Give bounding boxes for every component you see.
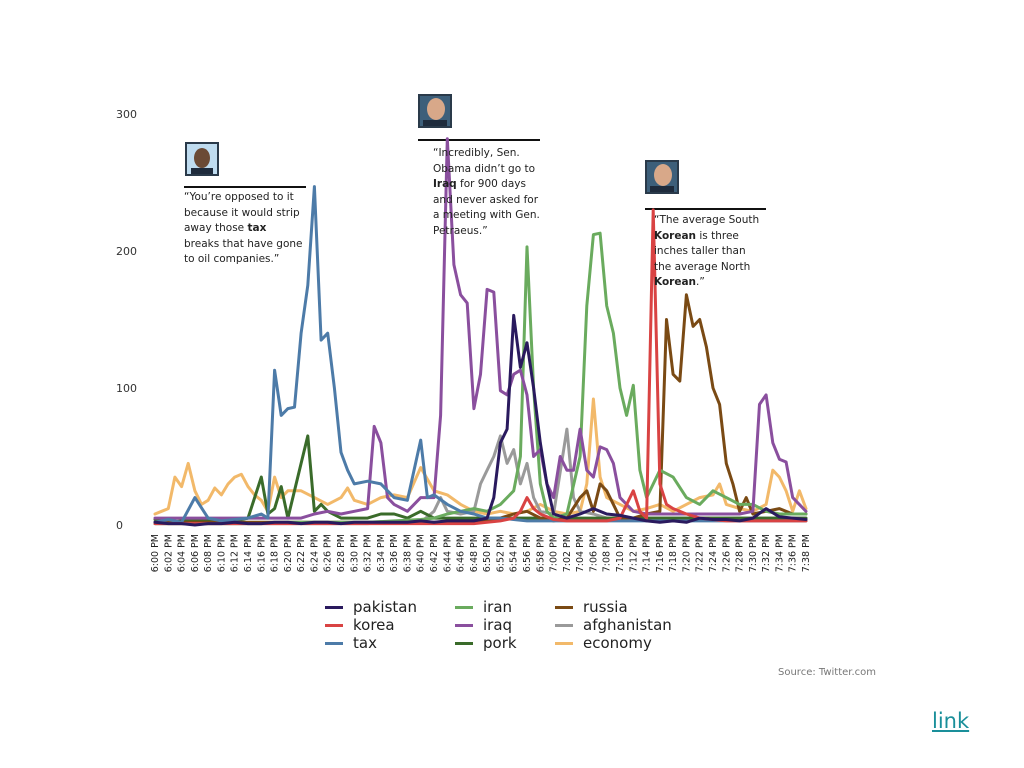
legend-label: tax [353,634,377,652]
x-tick-label: 6:06 PM [190,534,201,572]
legend-swatch [325,605,343,609]
x-tick-label: 6:24 PM [309,534,320,572]
legend-item-afghanistan: afghanistan [555,616,672,634]
x-tick-label: 7:24 PM [708,534,719,572]
x-tick-label: 6:12 PM [230,534,241,572]
link[interactable]: link [932,709,970,733]
x-tick-label: 7:30 PM [748,534,759,572]
x-tick-label: 6:36 PM [389,534,400,572]
x-tick-label: 6:04 PM [177,534,188,572]
legend-label: iran [483,598,513,616]
x-tick-label: 7:08 PM [602,534,613,572]
source-label: Source: Twitter.com [778,667,877,678]
series-line-economy [153,397,808,516]
x-tick-label: 6:00 PM [150,534,161,572]
legend-item-pork: pork [455,634,517,652]
x-tick-label: 6:34 PM [376,534,387,572]
obama-portrait [185,142,219,176]
legend-item-russia: russia [555,598,628,616]
x-tick-label: 7:28 PM [735,534,746,572]
legend-label: korea [353,616,395,634]
x-tick-label: 6:56 PM [522,534,533,572]
legend-label: russia [583,598,628,616]
series-line-pakistan [153,313,808,527]
x-tick-label: 6:08 PM [203,534,214,572]
x-tick-label: 7:36 PM [788,534,799,572]
legend-swatch [455,641,473,645]
x-tick-label: 6:44 PM [442,534,453,572]
x-tick-label: 6:50 PM [482,534,493,572]
y-tick-label: 300 [116,108,137,121]
legend-item-iraq: iraq [455,616,512,634]
x-tick-label: 7:18 PM [668,534,679,572]
x-tick-label: 7:26 PM [721,534,732,572]
legend-label: pork [483,634,517,652]
x-tick-label: 6:46 PM [456,534,467,572]
x-tick-label: 7:34 PM [774,534,785,572]
legend-label: economy [583,634,652,652]
legend-swatch [555,641,573,645]
mccain-portrait-1 [418,94,452,128]
legend-swatch [455,623,473,627]
annotation-iraq: “Incredibly, Sen. Obama didn’t go to Ira… [433,147,540,237]
legend-item-korea: korea [325,616,395,634]
x-tick-label: 7:38 PM [801,534,812,572]
legend-swatch [555,623,573,627]
x-tick-label: 6:52 PM [495,534,506,572]
mccain-face-image [647,162,677,192]
x-tick-label: 7:00 PM [549,534,560,572]
legend-item-iran: iran [455,598,512,616]
x-tick-label: 7:06 PM [588,534,599,572]
x-tick-label: 6:30 PM [349,534,360,572]
x-tick-label: 6:38 PM [402,534,413,572]
x-tick-label: 6:26 PM [323,534,334,572]
y-tick-label: 100 [116,382,137,395]
x-tick-label: 7:14 PM [642,534,653,572]
mccain-face-image [420,96,450,126]
x-tick-label: 6:18 PM [270,534,281,572]
x-tick-label: 7:12 PM [628,534,639,572]
series-line-iraq [153,137,808,520]
x-tick-label: 6:22 PM [296,534,307,572]
x-tick-label: 6:54 PM [509,534,520,572]
x-tick-label: 6:14 PM [243,534,254,572]
x-tick-label: 6:32 PM [363,534,374,572]
legend-swatch [325,623,343,627]
x-tick-label: 7:02 PM [562,534,573,572]
legend-label: pakistan [353,598,417,616]
y-tick-label: 0 [116,519,123,532]
x-tick-label: 6:02 PM [163,534,174,572]
x-tick-label: 7:22 PM [695,534,706,572]
x-tick-label: 7:16 PM [655,534,666,572]
legend-label: iraq [483,616,513,634]
x-tick-label: 7:10 PM [615,534,626,572]
annotation-tax: “You’re opposed to it because it would s… [184,191,303,265]
legend-swatch [455,605,473,609]
annotation-korea: “The average South Korean is three inche… [654,214,760,288]
x-tick-label: 7:04 PM [575,534,586,572]
legend-swatch [325,641,343,645]
legend-label: afghanistan [583,616,672,634]
mccain-portrait-2 [645,160,679,194]
x-tick-label: 6:20 PM [283,534,294,572]
x-tick-label: 6:42 PM [429,534,440,572]
legend-item-economy: economy [555,634,652,652]
legend-item-tax: tax [325,634,377,652]
x-tick-label: 6:28 PM [336,534,347,572]
series-line-pork [153,434,808,524]
x-tick-label: 6:40 PM [416,534,427,572]
x-tick-label: 6:10 PM [216,534,227,572]
legend-item-pakistan: pakistan [325,598,417,616]
x-tick-label: 7:20 PM [681,534,692,572]
x-tick-label: 6:48 PM [469,534,480,572]
x-tick-label: 6:16 PM [256,534,267,572]
x-tick-label: 6:58 PM [535,534,546,572]
y-tick-label: 200 [116,245,137,258]
x-tick-label: 7:32 PM [761,534,772,572]
obama-face-image [187,144,217,174]
legend-swatch [555,605,573,609]
